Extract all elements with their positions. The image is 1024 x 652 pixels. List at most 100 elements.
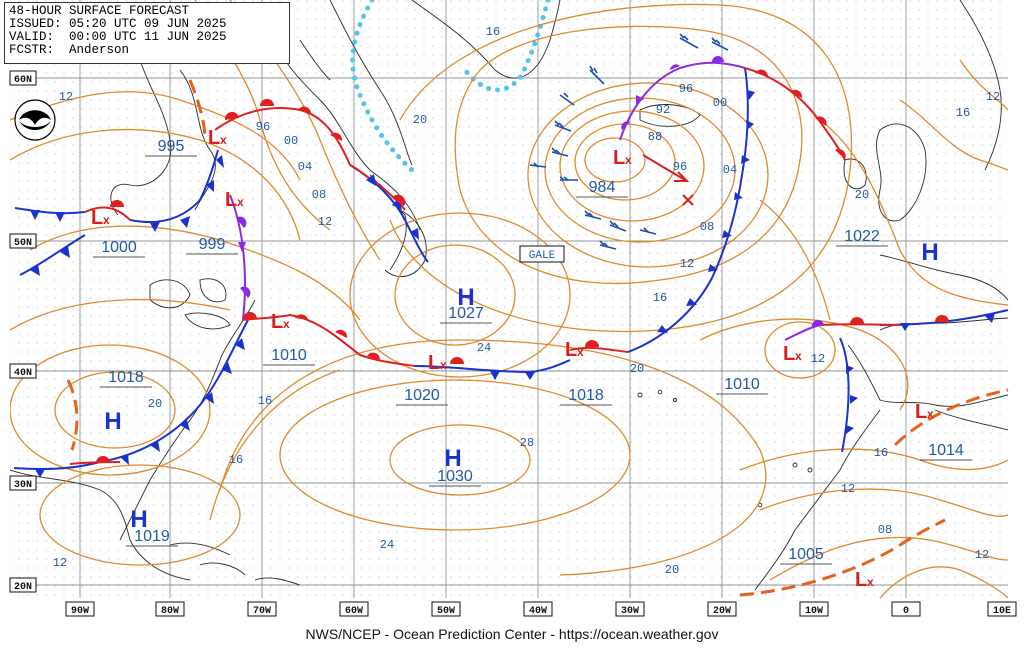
isobar-value: 96 (673, 160, 687, 174)
lat-label: 40N (14, 368, 32, 379)
issued-time: ISSUED: 05:20 UTC 09 JUN 2025 (9, 17, 227, 31)
low-center-letter: L (91, 207, 103, 229)
isobar-value: 16 (229, 453, 243, 467)
wind-barbs (529, 33, 729, 250)
isobar-value: 20 (413, 113, 427, 127)
low-center-mark: x (867, 575, 874, 589)
gale-warning-box (519, 245, 565, 263)
lat-label: 20N (14, 582, 32, 593)
low-center-mark: x (795, 349, 802, 363)
lon-label: 0 (903, 606, 909, 617)
lon-label: 10E (993, 606, 1011, 617)
center-pressure: 1030 (437, 468, 473, 485)
lon-label-box (615, 601, 645, 617)
isobar-value: 12 (811, 352, 825, 366)
isobar-value: 16 (956, 106, 970, 120)
lon-label-box (65, 601, 95, 617)
isobar-value: 04 (298, 160, 312, 174)
lon-label: 80W (161, 606, 179, 617)
high-center-letter: H (921, 239, 938, 266)
lon-label-box (707, 601, 737, 617)
center-pressure: 999 (199, 236, 226, 253)
low-center-mark: x (577, 345, 584, 359)
center-pressure: 1000 (101, 239, 137, 256)
isobar-value: 04 (723, 163, 737, 177)
isobar-value: 20 (630, 362, 644, 376)
lat-label-box (9, 233, 37, 249)
center-pressure: 1020 (404, 387, 440, 404)
center-pressure: 1010 (724, 376, 760, 393)
center-pressure: 1018 (568, 387, 604, 404)
center-pressure: 1005 (788, 546, 824, 563)
low-center-letter: L (208, 127, 220, 149)
isobar-value: 12 (53, 556, 67, 570)
isobar-value: 16 (653, 291, 667, 305)
low-center-mark: x (220, 133, 227, 147)
noaa-logo (14, 99, 56, 141)
lon-label: 10W (805, 606, 823, 617)
isobar-value: 12 (59, 90, 73, 104)
center-pressure: 1027 (448, 305, 484, 322)
low-center-letter: L (565, 339, 577, 361)
isobar-value: 96 (256, 120, 270, 134)
low-center-mark: x (237, 195, 244, 209)
low-center-mark: x (625, 153, 632, 167)
center-pressure: 1014 (928, 442, 964, 459)
isobar-value: 28 (520, 436, 534, 450)
lon-label-box (431, 601, 461, 617)
low-center-letter: L (855, 569, 867, 591)
low-center-letter: L (271, 311, 283, 333)
lon-label-box (987, 601, 1017, 617)
isobar-value: 20 (665, 563, 679, 577)
low-center-letter: L (915, 401, 927, 423)
lon-label-box (523, 601, 553, 617)
center-pressure: 1010 (271, 347, 307, 364)
isobar-value: 12 (975, 548, 989, 562)
low-center-mark: x (283, 317, 290, 331)
low-center-mark: x (927, 407, 934, 421)
isobar-value: 20 (855, 188, 869, 202)
center-pressure: 984 (589, 179, 616, 196)
lat-label-box (9, 70, 37, 86)
isobar-value: 16 (486, 25, 500, 39)
isobar-value: 92 (656, 103, 670, 117)
isobar-value: 24 (380, 538, 394, 552)
product-title: 48-HOUR SURFACE FORECAST (9, 4, 190, 18)
gale-warning: GALE (529, 250, 556, 262)
isobar-value: 16 (874, 446, 888, 460)
lon-label: 60W (345, 606, 363, 617)
dot-grid (10, 0, 1008, 598)
lon-label-box (891, 601, 921, 617)
isobar-value: 08 (700, 220, 714, 234)
isobar-value: 08 (312, 188, 326, 202)
isobar-value: 12 (680, 257, 694, 271)
center-pressure: 1018 (108, 369, 144, 386)
forecast-header: 48-HOUR SURFACE FORECAST ISSUED: 05:20 U… (4, 2, 290, 64)
lat-label-box (9, 363, 37, 379)
valid-time: VALID: 00:00 UTC 11 JUN 2025 (9, 30, 227, 44)
high-center-letter: H (457, 284, 474, 311)
low-center-letter: L (428, 352, 440, 374)
high-center-letter: H (130, 506, 147, 533)
troughs (66, 79, 1009, 597)
lon-label: 30W (621, 606, 639, 617)
isobar-value: 16 (258, 394, 272, 408)
forecaster: FCSTR: Anderson (9, 43, 130, 57)
center-pressure: 1022 (844, 228, 880, 245)
lat-label-box (9, 475, 37, 491)
lat-label: 60N (14, 75, 32, 86)
lon-label: 20W (713, 606, 731, 617)
low-center-mark: x (103, 213, 110, 227)
lon-label-box (339, 601, 369, 617)
lon-label-box (799, 601, 829, 617)
high-center-letter: H (104, 408, 121, 435)
lon-label: 90W (71, 606, 89, 617)
isobar-value: 20 (148, 397, 162, 411)
lon-label: 50W (437, 606, 455, 617)
motion-arrows (642, 154, 694, 206)
low-center-letter: L (783, 343, 795, 365)
isobar-value: 12 (986, 90, 1000, 104)
isobar-value: 88 (648, 130, 662, 144)
lon-label-box (247, 601, 277, 617)
front-symbols (30, 56, 995, 478)
